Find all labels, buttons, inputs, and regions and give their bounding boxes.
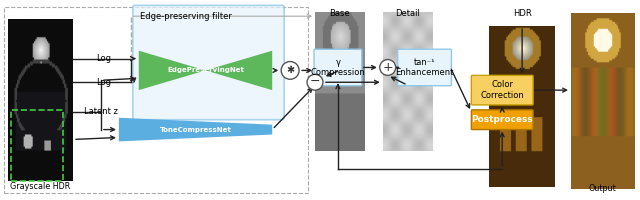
- Polygon shape: [205, 51, 272, 90]
- Circle shape: [380, 60, 396, 75]
- FancyBboxPatch shape: [471, 75, 533, 105]
- Text: HDR: HDR: [513, 9, 531, 18]
- Text: −: −: [310, 75, 320, 88]
- Text: Edge-preserving filter: Edge-preserving filter: [140, 12, 232, 21]
- FancyBboxPatch shape: [314, 49, 362, 86]
- Text: ✱: ✱: [286, 65, 294, 75]
- Circle shape: [307, 74, 323, 90]
- Text: Log: Log: [97, 78, 111, 87]
- Circle shape: [281, 62, 299, 79]
- FancyBboxPatch shape: [471, 110, 533, 130]
- Text: Postprocess: Postprocess: [471, 115, 533, 124]
- Text: Log: Log: [97, 54, 111, 63]
- Text: Detail: Detail: [395, 9, 420, 18]
- Text: Latent z: Latent z: [84, 107, 118, 116]
- Text: γ
Compression: γ Compression: [310, 58, 365, 77]
- Text: ToneCompressNet: ToneCompressNet: [159, 127, 232, 133]
- Text: Color
Correction: Color Correction: [481, 80, 524, 100]
- Text: Grayscale HDR: Grayscale HDR: [10, 182, 70, 191]
- Polygon shape: [139, 51, 205, 90]
- Text: +: +: [382, 61, 393, 74]
- Polygon shape: [119, 118, 272, 141]
- Text: EdgePreservingNet: EdgePreservingNet: [167, 67, 244, 73]
- FancyBboxPatch shape: [397, 49, 451, 86]
- Text: Output: Output: [589, 184, 617, 193]
- Text: Base: Base: [330, 9, 350, 18]
- Text: tan⁻¹
Enhancement: tan⁻¹ Enhancement: [396, 58, 454, 77]
- FancyBboxPatch shape: [133, 5, 284, 120]
